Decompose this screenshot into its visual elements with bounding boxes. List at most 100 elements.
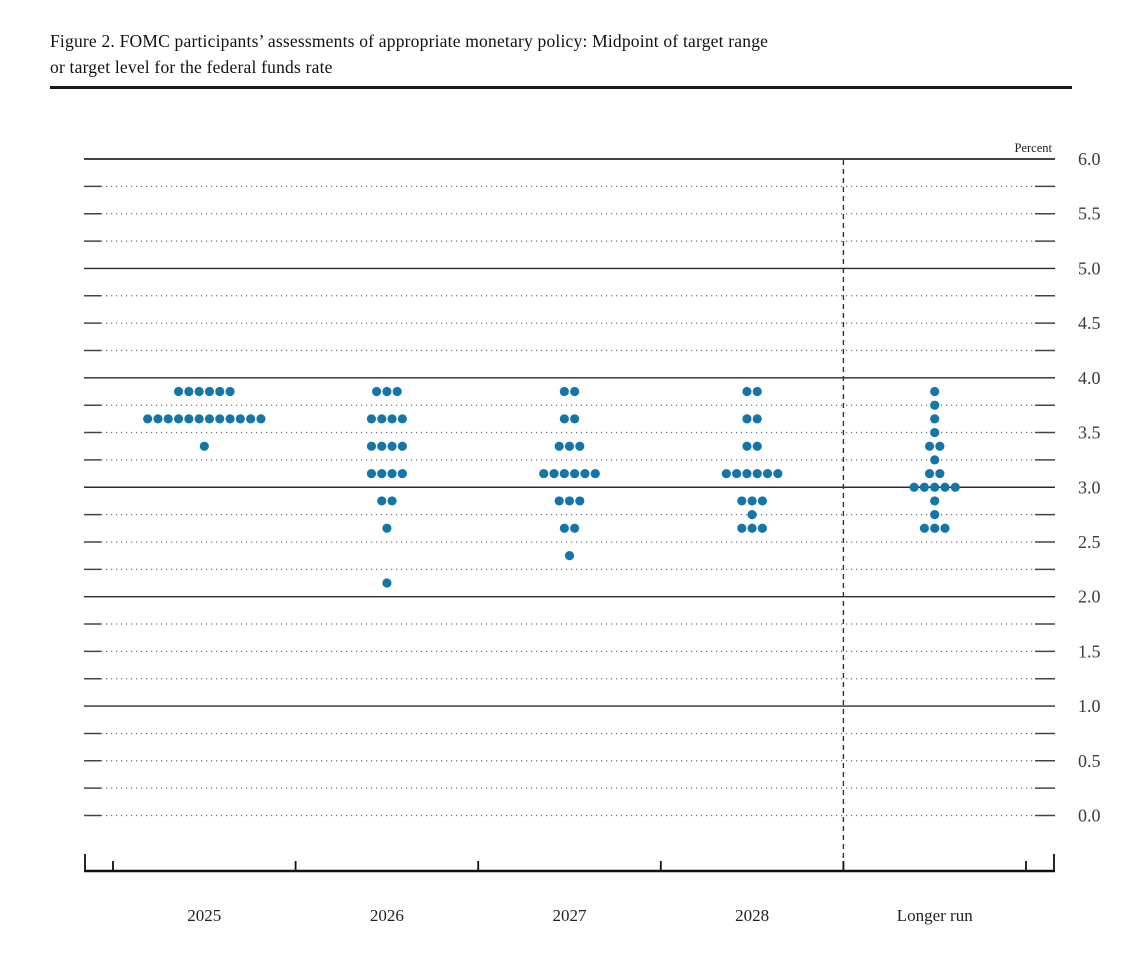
x-axis-label: 2026: [370, 906, 404, 925]
projection-dot: [773, 468, 783, 479]
y-axis-label: 2.0: [1078, 587, 1101, 607]
projection-dot: [762, 468, 773, 479]
y-axis-label: 2.5: [1078, 532, 1101, 552]
projection-dot: [215, 414, 225, 424]
projection-dot: [747, 523, 757, 533]
y-axis-label: 5.5: [1078, 204, 1101, 224]
projection-dot: [909, 482, 919, 492]
projection-dot: [747, 510, 757, 520]
y-axis-label: 6.0: [1078, 149, 1101, 169]
x-axis-label: Longer run: [897, 906, 974, 925]
projection-dot: [184, 386, 194, 397]
projection-dot: [930, 386, 940, 397]
projection-dot: [377, 414, 387, 424]
projection-dot: [559, 386, 569, 397]
projection-dot: [924, 441, 935, 451]
projection-dot: [387, 496, 397, 506]
projection-dot: [737, 523, 747, 533]
projection-dot: [742, 468, 752, 479]
projection-dot: [382, 386, 392, 397]
percent-axis-unit-label: Percent: [1015, 141, 1053, 155]
projection-dot: [737, 496, 747, 506]
x-axis-label: 2025: [187, 906, 221, 925]
projection-dot: [752, 441, 762, 451]
projection-dot: [397, 414, 407, 424]
projection-dot: [757, 523, 768, 533]
projection-dot: [199, 441, 209, 451]
projection-dot: [752, 468, 762, 479]
projection-dot: [387, 468, 397, 479]
projection-dot: [366, 441, 377, 451]
projection-dot: [235, 414, 245, 424]
projection-dot: [757, 496, 768, 506]
y-axis-label: 4.5: [1078, 313, 1101, 333]
projection-dot: [742, 386, 752, 397]
projection-dot: [575, 441, 585, 451]
projection-dot: [377, 441, 387, 451]
projection-dot: [590, 468, 600, 479]
title-rule: [50, 86, 1072, 89]
projection-dot: [930, 455, 940, 465]
projection-dot: [194, 386, 204, 397]
y-axis-label: 0.0: [1078, 806, 1101, 826]
projection-dot: [950, 482, 960, 492]
projection-dot: [930, 523, 940, 533]
projection-dot: [564, 441, 575, 451]
projection-dot: [173, 414, 184, 424]
projection-dot: [215, 386, 225, 397]
projection-dot: [554, 441, 564, 451]
projection-dot: [752, 414, 762, 424]
projection-dot: [575, 496, 585, 506]
projection-dot: [225, 414, 235, 424]
figure-title-line-2: or target level for the federal funds ra…: [50, 57, 333, 77]
projection-dot: [163, 414, 173, 424]
x-axis-label: 2028: [735, 906, 769, 925]
projection-dot: [184, 414, 194, 424]
projection-dot: [559, 414, 569, 424]
projection-dot: [570, 386, 580, 397]
projection-dot: [225, 386, 235, 397]
projection-dot: [559, 468, 569, 479]
projection-dot: [366, 468, 377, 479]
projection-dot: [721, 468, 731, 479]
projection-dot: [559, 523, 569, 533]
projection-dot: [392, 386, 402, 397]
projection-dot: [256, 414, 266, 424]
y-axis-label: 5.0: [1078, 258, 1101, 278]
projection-dot: [564, 496, 575, 506]
y-axis-label: 4.0: [1078, 368, 1101, 388]
y-axis-label: 1.5: [1078, 641, 1101, 661]
figure-title-line-1: Figure 2. FOMC participants’ assessments…: [50, 31, 769, 51]
projection-dot: [372, 386, 382, 397]
projection-dot: [924, 468, 935, 479]
projection-dot: [397, 441, 407, 451]
projection-dot: [397, 468, 407, 479]
projection-dot: [194, 414, 204, 424]
projection-dot: [246, 414, 256, 424]
projection-dot: [747, 496, 757, 506]
y-axis-label: 3.0: [1078, 477, 1101, 497]
figure-title: Figure 2. FOMC participants’ assessments…: [50, 28, 1060, 80]
projection-dot: [554, 496, 564, 506]
projection-dot: [382, 523, 392, 533]
projection-dot: [143, 414, 153, 424]
projection-dot: [153, 414, 163, 424]
projection-dot: [387, 414, 397, 424]
projection-dot: [940, 523, 950, 533]
projection-dot: [930, 510, 940, 520]
projection-dot: [549, 468, 559, 479]
projection-dot: [732, 468, 742, 479]
projection-dot: [564, 551, 575, 561]
projection-dot: [919, 523, 930, 533]
projection-dot: [935, 441, 945, 451]
projection-dot: [742, 441, 752, 451]
projection-dot: [930, 427, 940, 438]
projection-dot: [366, 414, 377, 424]
projection-dot: [752, 386, 762, 397]
projection-dot: [377, 468, 387, 479]
projection-dot: [742, 414, 752, 424]
projection-dot: [580, 468, 590, 479]
projection-dot: [377, 496, 387, 506]
